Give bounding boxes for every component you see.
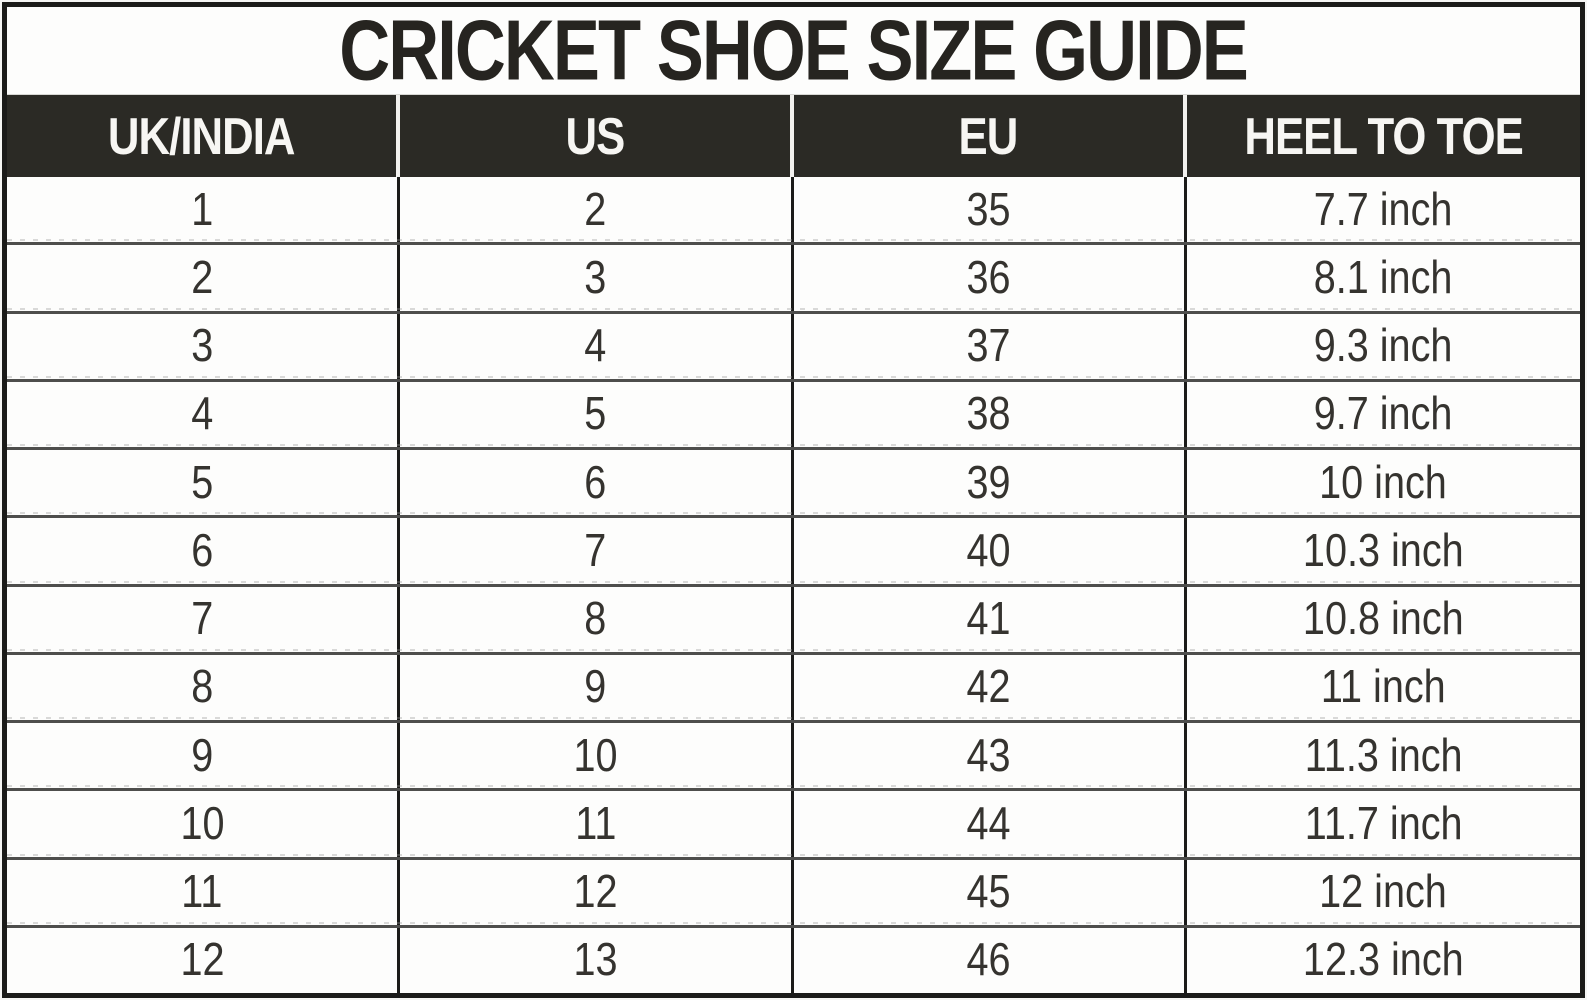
table-row: 11 12 45 12 inch: [7, 856, 1580, 925]
table-cell-us: 2: [400, 177, 794, 243]
table-cell-uk-india: 3: [7, 313, 401, 379]
table-row: 7 8 41 10.8 inch: [7, 583, 1580, 652]
table-cell-heel-to-toe: 11.3 inch: [1304, 729, 1463, 782]
table-cell-uk-india: 8: [7, 654, 401, 720]
table-cell-uk-india: 1: [7, 177, 401, 243]
table-row: 3 4 37 9.3 inch: [7, 310, 1580, 379]
table-cell-eu: 45: [794, 859, 1187, 925]
table-cell-eu: 37: [794, 313, 1187, 379]
table-cell-us: 8: [400, 586, 794, 652]
table-cell-uk-india: 11: [7, 859, 401, 925]
table-cell-uk-india: 10: [7, 791, 401, 857]
table-cell-eu: 36: [794, 245, 1187, 311]
column-header-label: US: [565, 106, 625, 166]
table-body: 1 2 35 7.7 inch 2 3 36 8.1 inch 3 4 37 9…: [7, 177, 1580, 993]
table-row: 9 10 43 11.3 inch: [7, 720, 1580, 789]
table-cell-us: 6: [400, 450, 794, 516]
column-header-label: EU: [958, 106, 1019, 166]
table-cell-us: 3: [400, 245, 794, 311]
table-header-row: UK/INDIA US EU HEEL TO TOE: [7, 95, 1580, 177]
table-row: 2 3 36 8.1 inch: [7, 242, 1580, 311]
column-header-label: HEEL TO TOE: [1244, 106, 1523, 166]
table-cell-heel-to-toe: 10.8 inch: [1303, 592, 1464, 645]
table-cell-heel-to-toe: 11.7 inch: [1304, 797, 1463, 850]
column-header-us: US: [400, 95, 794, 177]
table-cell-heel-to-toe: 12 inch: [1319, 865, 1448, 918]
table-cell-eu: 41: [794, 586, 1187, 652]
table-cell-uk-india: 9: [7, 723, 401, 789]
table-cell-uk-india: 5: [7, 450, 401, 516]
table-cell-us: 5: [400, 381, 794, 447]
table-cell-uk-india: 12: [7, 927, 401, 993]
column-header-uk-india: UK/INDIA: [7, 95, 401, 177]
table-row: 4 5 38 9.7 inch: [7, 378, 1580, 447]
table-cell-eu: 42: [794, 654, 1187, 720]
table-cell-heel-to-toe: 11 inch: [1320, 660, 1446, 713]
table-cell-heel-to-toe: 7.7 inch: [1314, 183, 1453, 236]
table-cell-uk-india: 2: [7, 245, 401, 311]
table-cell-us: 13: [400, 927, 794, 993]
table-cell-eu: 40: [794, 518, 1187, 584]
table-row: 12 13 46 12.3 inch: [7, 924, 1580, 993]
column-header-label: UK/INDIA: [108, 106, 296, 166]
table-cell-heel-to-toe: 12.3 inch: [1303, 933, 1464, 986]
table-row: 10 11 44 11.7 inch: [7, 788, 1580, 857]
column-header-eu: EU: [794, 95, 1187, 177]
table-cell-eu: 39: [794, 450, 1187, 516]
table-row: 6 7 40 10.3 inch: [7, 515, 1580, 584]
table-cell-heel-to-toe: 9.3 inch: [1314, 319, 1453, 372]
page-title: CRICKET SHOE SIZE GUIDE: [339, 7, 1250, 95]
table-cell-heel-to-toe: 8.1 inch: [1314, 251, 1453, 304]
table-cell-eu: 35: [794, 177, 1187, 243]
table-cell-us: 4: [400, 313, 794, 379]
table-cell-us: 11: [400, 791, 794, 857]
table-cell-heel-to-toe: 10.3 inch: [1303, 524, 1464, 577]
table-cell-us: 7: [400, 518, 794, 584]
table-cell-us: 10: [400, 723, 794, 789]
table-cell-uk-india: 4: [7, 381, 401, 447]
table-row: 8 9 42 11 inch: [7, 651, 1580, 720]
table-row: 1 2 35 7.7 inch: [7, 177, 1580, 243]
table-cell-eu: 43: [794, 723, 1187, 789]
table-cell-us: 12: [400, 859, 794, 925]
table-cell-eu: 38: [794, 381, 1187, 447]
table-cell-heel-to-toe: 10 inch: [1319, 456, 1448, 509]
table-cell-us: 9: [400, 654, 794, 720]
table-cell-heel-to-toe: 9.7 inch: [1314, 387, 1453, 440]
table-cell-eu: 44: [794, 791, 1187, 857]
table-cell-eu: 46: [794, 927, 1187, 993]
title-band: CRICKET SHOE SIZE GUIDE: [7, 7, 1580, 95]
column-header-heel-to-toe: HEEL TO TOE: [1187, 95, 1580, 177]
table-cell-uk-india: 7: [7, 586, 401, 652]
table-cell-uk-india: 6: [7, 518, 401, 584]
table-row: 5 6 39 10 inch: [7, 447, 1580, 516]
